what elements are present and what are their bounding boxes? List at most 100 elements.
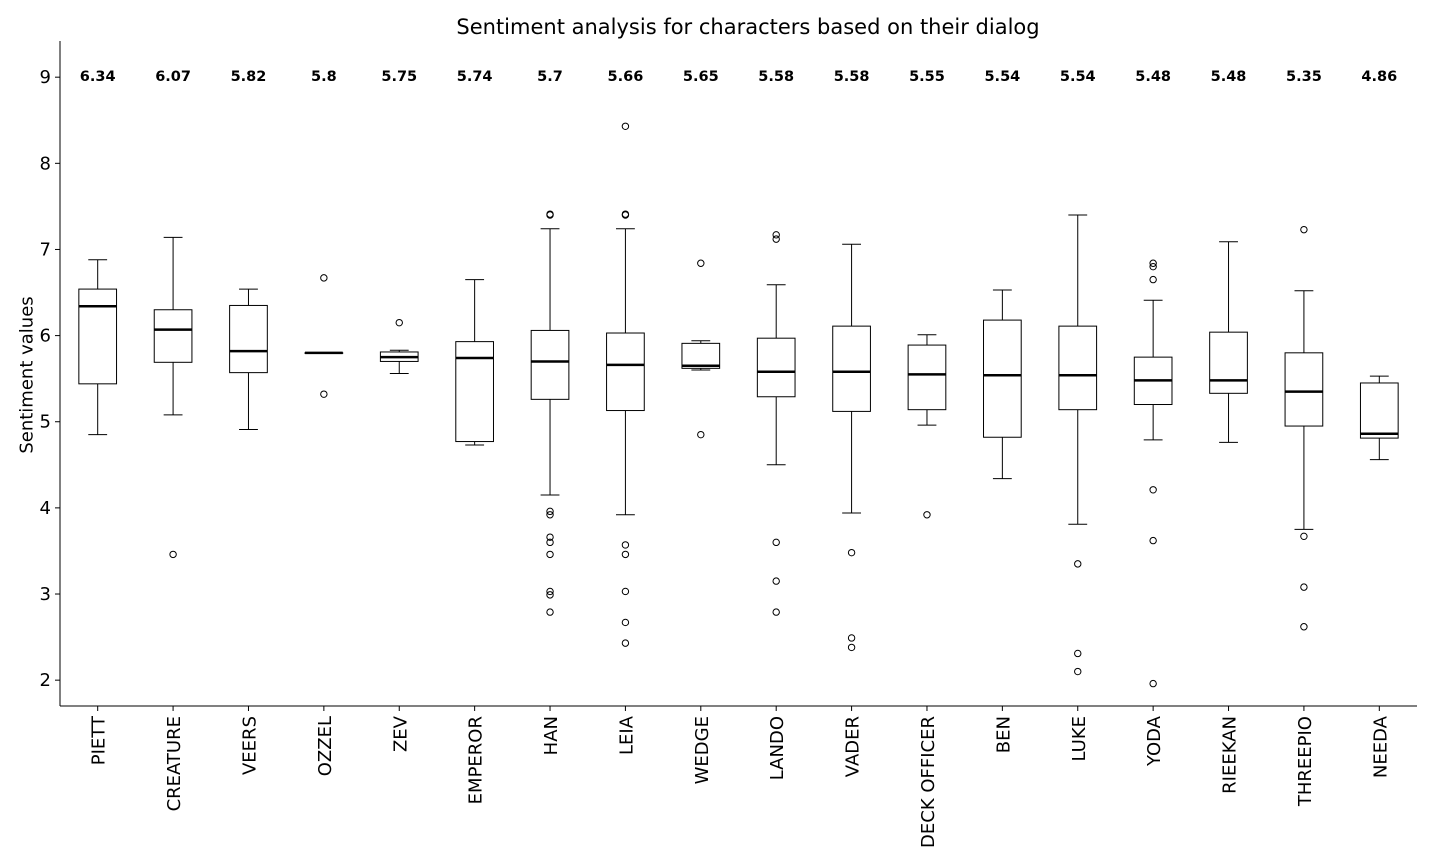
median-value-label: 5.7 [537,69,563,85]
box [907,344,947,411]
outlier-point [546,538,554,547]
outlier-point [320,390,328,398]
median-value-label: 5.48 [1211,69,1247,85]
category-label: VADER [843,716,864,777]
outlier-point [1074,667,1082,676]
outlier-point [1300,583,1308,591]
y-tick-label: 2 [40,670,51,691]
outlier-point [772,231,780,239]
outlier-point [1074,649,1082,658]
median-value-label: 6.07 [155,69,191,85]
category-label: DECK OFFICER [918,716,939,848]
outlier-point [621,122,630,130]
outlier-point [320,274,328,282]
category-label: CREATURE [164,716,185,811]
median-value-label: 5.58 [834,69,870,85]
category-label: LANDO [767,716,788,780]
category-label: THREEPIO [1295,716,1316,807]
outlier-point [772,235,780,243]
median-value-label: 5.65 [683,69,719,85]
outlier-point [546,587,554,596]
y-tick-label: 8 [40,153,51,174]
outlier-point [395,318,403,327]
outlier-point [546,210,554,218]
median-value-label: 5.75 [381,69,417,85]
median-value-label: 5.82 [231,69,267,85]
median-value-label: 5.74 [457,69,493,85]
outlier-point [1300,225,1308,234]
outlier-point [697,259,705,267]
outlier-point [847,634,856,642]
outlier-point [1149,262,1157,271]
outlier-point [621,541,630,549]
outlier-point [621,210,630,218]
box [606,332,645,412]
box [1209,331,1248,394]
category-label: HAN [541,716,562,755]
outlier-point [1149,536,1157,545]
category-label: YODA [1144,715,1165,767]
median-value-label: 5.66 [608,69,644,85]
category-label: NEEDA [1370,715,1391,778]
category-label: ZEV [390,715,411,752]
outlier-point [546,591,554,599]
category-label: LUKE [1069,716,1090,761]
outlier-point [923,511,931,519]
y-tick-label: 4 [40,498,51,519]
box [983,319,1022,438]
box [530,329,570,400]
box [455,341,494,443]
outlier-point [772,577,780,585]
box [1058,325,1098,411]
median-value-label: 5.55 [909,69,945,85]
outlier-point [546,511,554,519]
category-label: LEIA [616,715,637,755]
median-value-label: 5.54 [984,69,1020,85]
y-tick-label: 7 [40,239,51,260]
chart-title: Sentiment analysis for characters based … [456,15,1040,39]
box [1359,382,1399,439]
outlier-point [1149,486,1157,494]
outlier-point [1149,275,1157,284]
box [1284,352,1324,427]
box [832,325,871,412]
median-value-label: 5.35 [1286,69,1322,85]
box [756,337,796,398]
median-value-label: 4.86 [1361,69,1397,85]
y-tick-label: 5 [40,412,51,433]
outlier-point [1300,623,1308,631]
box [78,288,118,385]
outlier-point [621,587,630,596]
outlier-point [1074,560,1082,568]
category-label: EMPEROR [466,716,487,804]
outlier-point [546,550,554,559]
median-value-label: 5.48 [1135,69,1171,85]
outlier-point [546,608,554,616]
category-label: BEN [993,716,1014,753]
median-value-label: 5.54 [1060,69,1096,85]
outlier-point [546,533,554,541]
outlier-point [169,550,177,559]
box [153,309,193,363]
median-value-label: 5.58 [758,69,794,85]
y-tick-label: 3 [40,584,51,605]
outlier-point [772,538,780,547]
box [681,342,721,369]
category-label: RIEEKAN [1220,716,1241,794]
category-label: VEERS [239,716,260,775]
y-tick-label: 9 [40,67,51,88]
y-tick-label: 6 [40,326,51,347]
outlier-point [847,643,856,652]
box [229,304,268,374]
outlier-point [847,548,856,557]
median-value-label: 5.8 [311,69,337,85]
outlier-point [1149,259,1157,267]
outlier-point [1149,679,1157,688]
outlier-point [772,608,780,616]
outlier-point [697,430,705,439]
outlier-point [621,550,630,559]
category-label: OZZEL [315,716,336,776]
median-value-label: 6.34 [80,69,116,85]
